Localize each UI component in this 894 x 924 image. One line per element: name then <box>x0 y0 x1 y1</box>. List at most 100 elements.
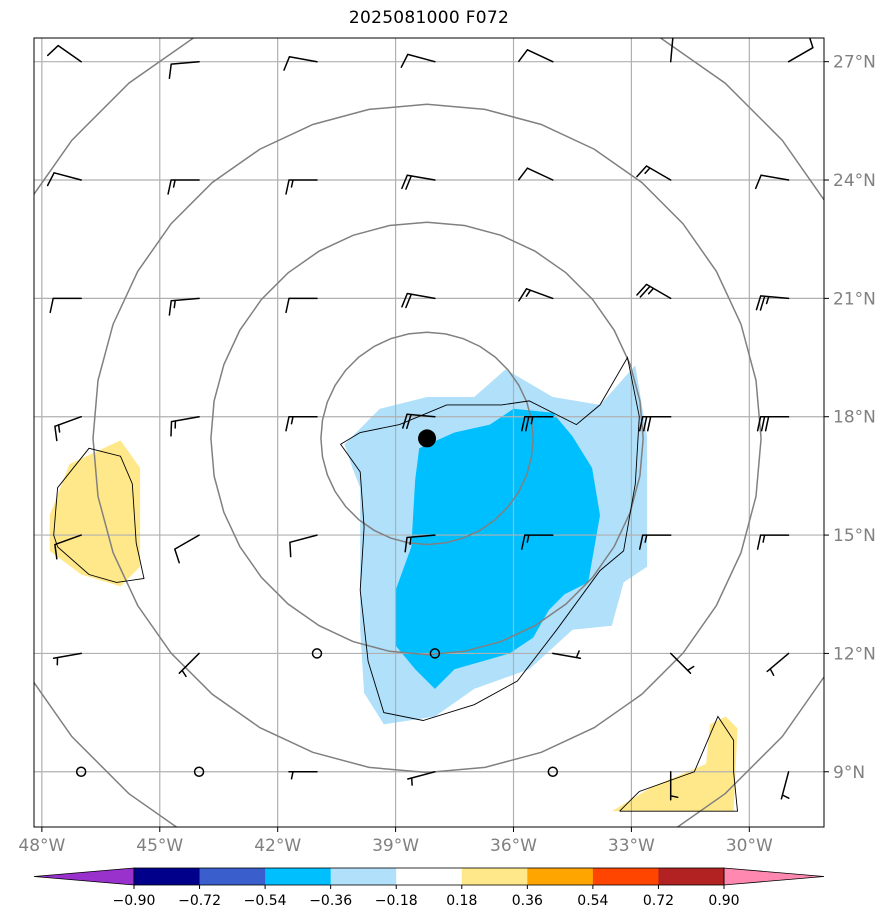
chart-title: 2025081000 F072 <box>348 8 510 28</box>
colorbar-label: 0.36 <box>512 893 543 909</box>
colorbar-segment <box>592 868 659 885</box>
wind-barb <box>669 771 679 801</box>
y-tick-label: 18°N <box>833 408 876 428</box>
wind-barb <box>401 174 436 190</box>
wind-barb <box>756 534 790 550</box>
x-tick-label: 39°W <box>372 836 419 856</box>
calm-barb <box>547 766 559 778</box>
wind-barb <box>46 44 82 63</box>
colorbar-frame <box>133 867 725 886</box>
colorbar-label: 0.18 <box>446 893 477 909</box>
wind-barb <box>638 415 672 432</box>
colorbar-segment <box>199 868 266 885</box>
wind-barb <box>518 288 554 302</box>
range-rings <box>34 38 824 827</box>
contour-line-0 <box>53 447 145 583</box>
wind-barb <box>54 415 82 442</box>
y-tick-label: 21°N <box>833 289 876 309</box>
y-tick-label: 27°N <box>833 53 876 73</box>
colorbar-extend-max <box>723 867 825 886</box>
x-tick-label: 48°W <box>18 836 65 856</box>
wind-barb <box>636 165 672 181</box>
wind-barb <box>46 172 82 187</box>
wind-barb <box>552 650 582 660</box>
wind-barb <box>638 534 672 550</box>
center-marker <box>418 429 437 448</box>
x-tick-label: 33°W <box>608 836 655 856</box>
wind-barb <box>754 174 790 190</box>
colorbar-label: −0.72 <box>178 893 221 909</box>
wind-barb <box>404 534 436 553</box>
wind-barb <box>54 534 82 560</box>
colorbar-extend-min <box>33 867 135 886</box>
shaded-region-1 <box>395 408 600 689</box>
wind-barb <box>755 295 790 311</box>
colorbar-segment <box>330 868 397 885</box>
plot-frame <box>33 37 825 828</box>
range-ring-0 <box>320 331 534 546</box>
x-tick-label: 42°W <box>254 836 301 856</box>
y-tick-label: 12°N <box>833 644 876 664</box>
wind-barb <box>407 771 436 786</box>
y-tick-label: 24°N <box>833 171 876 191</box>
wind-barb <box>756 415 790 432</box>
y-axis-ticks: 9°N 12°N 15°N 18°N 21°N 24°N 27°N <box>824 53 876 783</box>
wind-barb <box>167 179 200 195</box>
colorbar-segment <box>396 868 463 885</box>
wind-barb <box>669 652 695 674</box>
wind-barb <box>289 534 318 558</box>
range-ring-2 <box>92 103 762 774</box>
colorbar-segment <box>265 868 332 885</box>
colorbar-label: −0.36 <box>309 893 352 909</box>
calm-barb <box>193 766 205 778</box>
wind-barb <box>402 413 436 430</box>
calm-barb <box>429 648 441 659</box>
wind-barb <box>168 60 200 80</box>
wind-barb <box>518 167 554 181</box>
contour-line-1 <box>339 356 640 721</box>
x-tick-label: 45°W <box>136 836 183 856</box>
wind-barb <box>52 652 82 666</box>
wind-barb <box>401 292 436 309</box>
wind-barb <box>400 53 436 68</box>
wind-barbs <box>46 38 814 801</box>
wind-barb <box>168 297 200 316</box>
colorbar: −0.90 −0.72 −0.54 −0.36 −0.18 0.18 0.36 0.54 0.7… <box>33 867 825 909</box>
colorbar-label: 0.90 <box>708 893 739 909</box>
y-tick-label: 15°N <box>833 526 876 546</box>
colorbar-segment <box>658 868 725 885</box>
wind-barb <box>49 297 82 314</box>
shaded-region-2 <box>49 440 141 587</box>
colorbar-label: −0.54 <box>244 893 287 909</box>
wind-barb <box>780 771 790 800</box>
wind-barb <box>521 534 554 550</box>
colorbar-label: −0.90 <box>113 893 156 909</box>
calm-barb <box>75 766 87 778</box>
x-tick-label: 36°W <box>490 836 537 856</box>
x-tick-label: 30°W <box>726 836 773 856</box>
x-axis-ticks: 48°W 45°W 42°W 39°W 36°W 33°W 30°W <box>18 827 773 856</box>
colorbar-segment <box>527 868 594 885</box>
colorbar-segment <box>461 868 528 885</box>
colorbar-segment <box>134 868 201 885</box>
calm-barb <box>311 648 323 659</box>
wind-barb <box>787 38 814 63</box>
center-marker-layer <box>418 429 437 448</box>
wind-barb <box>285 179 318 195</box>
wind-barb <box>636 283 672 300</box>
wind-barb <box>766 652 790 676</box>
wind-barb <box>518 49 554 63</box>
wind-barb <box>170 415 200 437</box>
shaded-regions <box>49 365 738 812</box>
wind-barb <box>283 56 318 71</box>
shaded-region-3 <box>611 716 738 812</box>
contour-lines <box>53 356 738 812</box>
wind-barb <box>285 415 318 432</box>
wind-barb <box>521 415 554 432</box>
wind-barb <box>174 534 200 564</box>
range-ring-1 <box>210 221 644 656</box>
contour-line-2 <box>619 715 738 812</box>
wind-barb <box>285 297 318 314</box>
colorbar-label: −0.18 <box>375 893 418 909</box>
